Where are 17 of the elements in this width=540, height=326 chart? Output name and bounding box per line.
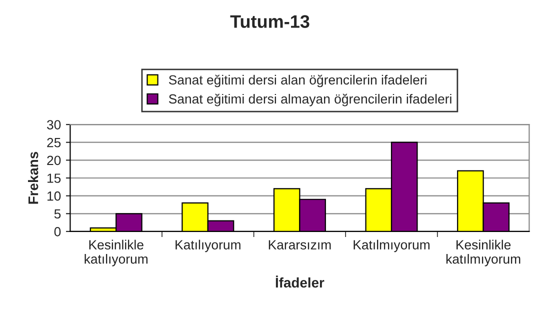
x-tick-label: Kesinlikle katılıyorum — [84, 240, 148, 266]
y-tick-label: 0 — [54, 227, 61, 236]
x-tick-label: Kararsızım — [268, 240, 331, 250]
y-axis-title: Frekans — [28, 152, 38, 204]
y-tick-label: 30 — [47, 120, 61, 130]
x-tick-label: Katılmıyorum — [354, 240, 430, 252]
x-tick-label: Katılıyorum — [176, 240, 240, 252]
chart-title: Tutum-13 — [230, 15, 310, 28]
legend-label: Sanat eğitimi dersi almayan öğrencilerin ifadeleri — [168, 94, 452, 106]
x-axis-title: İfadeler — [276, 276, 324, 288]
y-tick-label: 15 — [48, 174, 61, 183]
x-tick-label: Kesinlikle katılmıyorum — [446, 240, 520, 266]
y-tick-label: 5 — [54, 209, 61, 219]
legend-label: Sanat eğitimi dersi alan öğrencilerin ifadeleri — [168, 74, 426, 88]
y-tick-label: 10 — [48, 191, 61, 201]
y-tick-label: 25 — [47, 138, 61, 148]
y-tick-label: 20 — [47, 156, 61, 166]
